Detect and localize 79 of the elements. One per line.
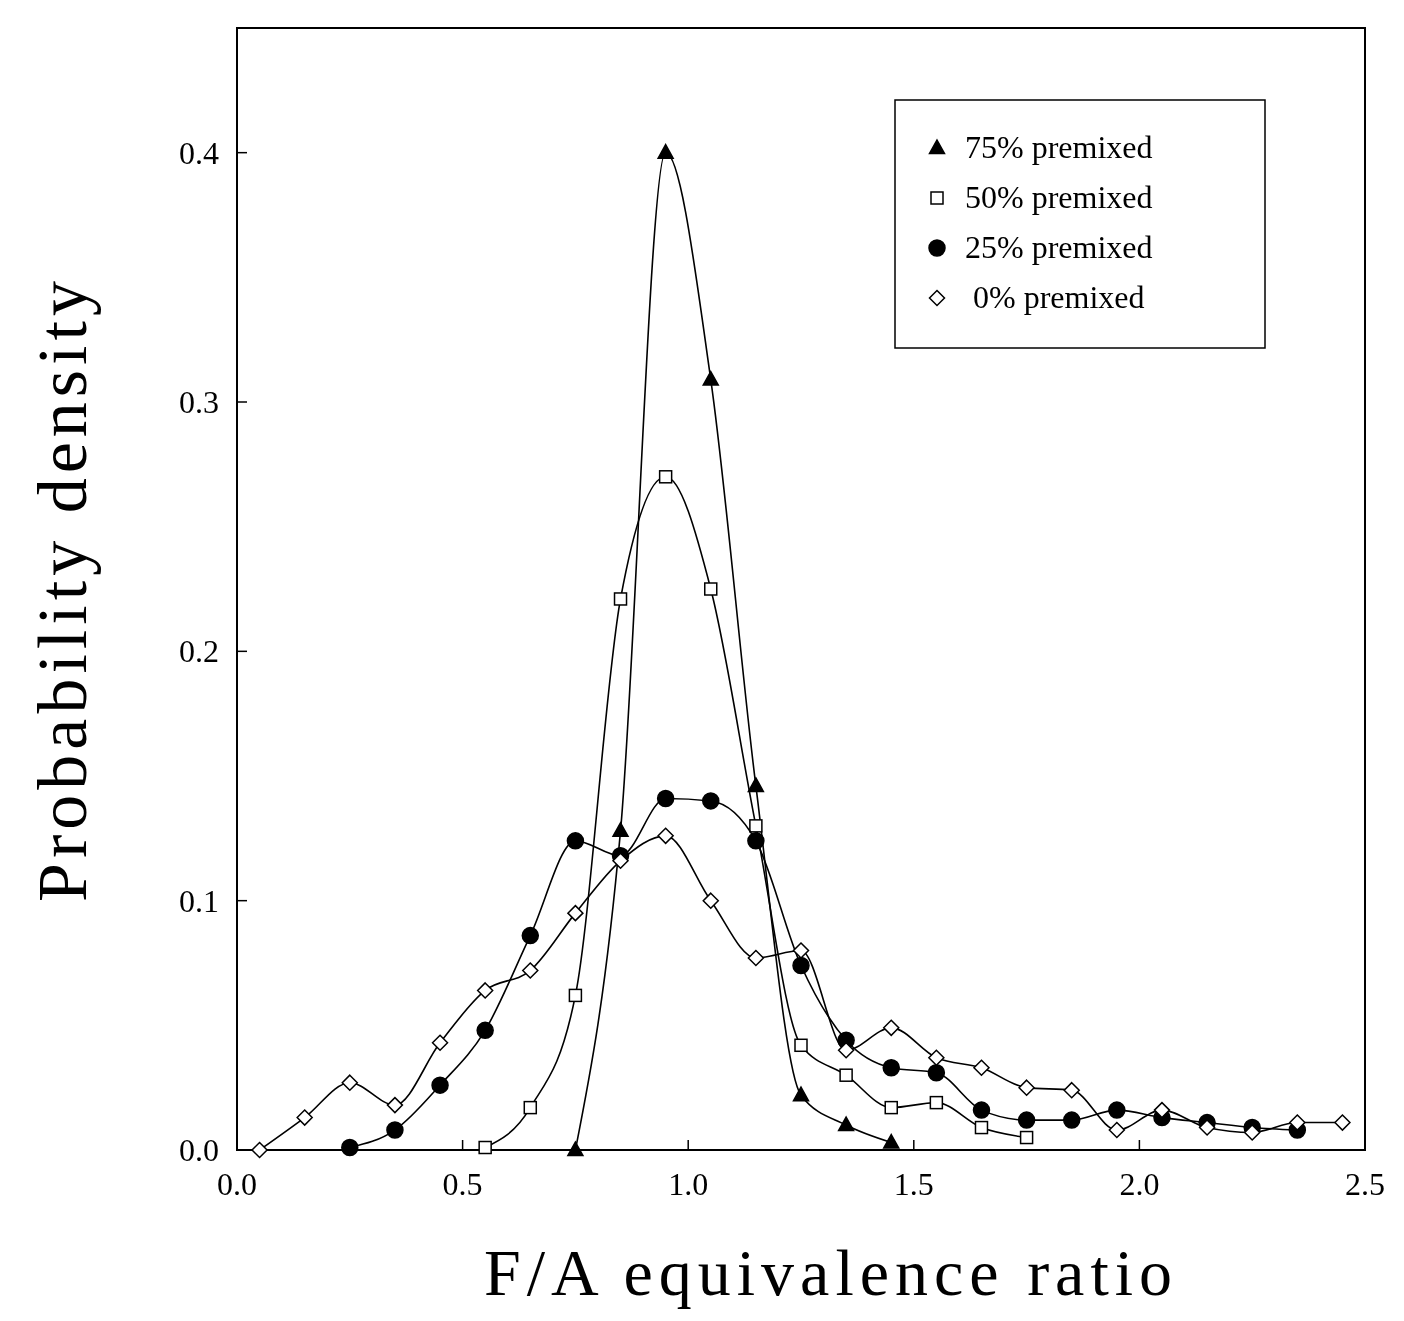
x-axis-title: F/A equivalence ratio <box>483 1236 1179 1309</box>
point <box>1289 1114 1306 1131</box>
point <box>431 1034 449 1052</box>
point <box>613 592 628 606</box>
point <box>1018 1079 1035 1096</box>
point <box>702 792 720 810</box>
x-tick-label: 2.0 <box>1119 1166 1160 1202</box>
point <box>476 1021 494 1040</box>
point <box>251 1141 268 1159</box>
point <box>476 982 494 999</box>
point <box>972 1101 991 1119</box>
point <box>792 956 810 975</box>
point <box>973 1059 990 1076</box>
y-tick-label: 0.0 <box>179 1132 219 1168</box>
point <box>884 1100 898 1115</box>
point <box>839 1068 853 1082</box>
point <box>702 892 720 909</box>
y-tick-label: 0.3 <box>179 384 219 420</box>
point <box>296 1109 313 1126</box>
point <box>522 962 539 979</box>
point <box>1063 1081 1080 1099</box>
point <box>612 822 629 838</box>
point <box>386 1121 404 1139</box>
point <box>929 1095 944 1110</box>
point <box>1062 1111 1081 1129</box>
x-tick-label: 1.0 <box>668 1166 709 1202</box>
y-tick-label: 0.1 <box>179 882 219 919</box>
point <box>612 852 629 870</box>
point <box>882 1058 900 1077</box>
x-tick-label: 0.0 <box>217 1166 257 1202</box>
point <box>657 143 674 159</box>
point <box>658 470 673 484</box>
x-tick-label: 0.5 <box>442 1166 483 1202</box>
point <box>341 1074 359 1091</box>
point <box>928 1049 945 1066</box>
point <box>749 819 763 833</box>
legend-label: 25% premixed <box>965 229 1153 265</box>
point <box>521 926 540 945</box>
point <box>747 949 765 967</box>
point <box>1334 1114 1351 1131</box>
point <box>702 370 720 386</box>
point <box>341 1138 359 1157</box>
x-tick-label: 1.5 <box>893 1166 934 1202</box>
point <box>1243 1124 1261 1141</box>
point <box>794 1038 808 1053</box>
point <box>837 1042 855 1059</box>
legend-label: 0% premixed <box>965 279 1145 315</box>
x-tick-label: 2.5 <box>1345 1166 1385 1202</box>
point <box>566 832 585 850</box>
legend-label: 50% premixed <box>965 179 1153 215</box>
point <box>568 988 583 1003</box>
point <box>792 942 810 959</box>
point <box>882 1133 900 1149</box>
point <box>1108 1101 1126 1119</box>
y-axis-title: Probability density <box>24 276 101 902</box>
point <box>704 582 718 596</box>
point <box>927 1063 946 1082</box>
y-tick-label: 0.2 <box>179 633 219 670</box>
point <box>1153 1101 1171 1119</box>
point <box>882 1019 900 1037</box>
point <box>1017 1111 1036 1129</box>
point <box>747 832 765 850</box>
point <box>792 1086 810 1102</box>
legend-label: 75% premixed <box>965 129 1153 165</box>
point <box>478 1140 492 1155</box>
point <box>1198 1119 1216 1136</box>
point <box>656 789 675 808</box>
point <box>657 827 674 845</box>
point <box>567 1141 584 1157</box>
point <box>974 1120 989 1135</box>
point <box>747 777 765 793</box>
point <box>1019 1130 1034 1145</box>
point <box>837 1116 855 1132</box>
point <box>523 1100 538 1115</box>
y-tick-label: 0.4 <box>179 134 219 171</box>
point <box>386 1096 404 1114</box>
point <box>1108 1121 1126 1139</box>
point <box>431 1076 449 1094</box>
point <box>567 904 584 922</box>
